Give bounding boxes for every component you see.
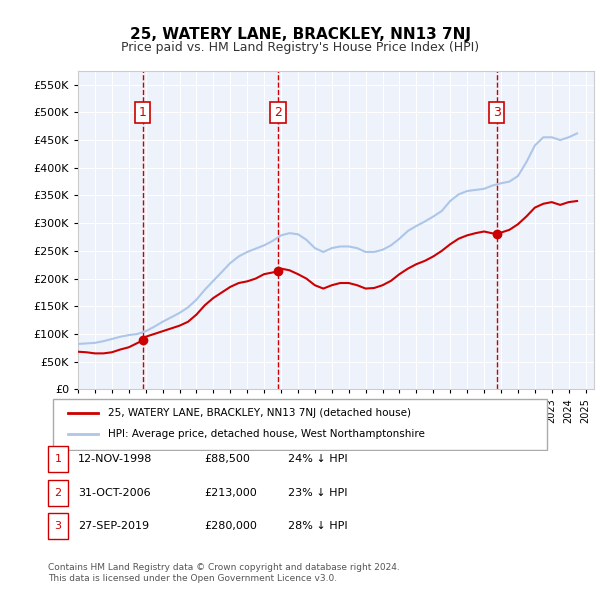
Text: 27-SEP-2019: 27-SEP-2019 [78,522,149,531]
Text: 25, WATERY LANE, BRACKLEY, NN13 7NJ: 25, WATERY LANE, BRACKLEY, NN13 7NJ [130,27,470,41]
Text: 28% ↓ HPI: 28% ↓ HPI [288,522,347,531]
Text: £213,000: £213,000 [204,488,257,497]
Text: 24% ↓ HPI: 24% ↓ HPI [288,454,347,464]
Text: Price paid vs. HM Land Registry's House Price Index (HPI): Price paid vs. HM Land Registry's House … [121,41,479,54]
Text: 12-NOV-1998: 12-NOV-1998 [78,454,152,464]
Text: 31-OCT-2006: 31-OCT-2006 [78,488,151,497]
Text: 2: 2 [55,488,61,497]
FancyBboxPatch shape [53,399,547,450]
Text: Contains HM Land Registry data © Crown copyright and database right 2024.
This d: Contains HM Land Registry data © Crown c… [48,563,400,583]
Text: 3: 3 [493,106,500,119]
Text: 3: 3 [55,522,61,531]
Text: 1: 1 [55,454,61,464]
Text: £88,500: £88,500 [204,454,250,464]
Text: 23% ↓ HPI: 23% ↓ HPI [288,488,347,497]
Text: 25, WATERY LANE, BRACKLEY, NN13 7NJ (detached house): 25, WATERY LANE, BRACKLEY, NN13 7NJ (det… [109,408,412,418]
Text: 2: 2 [274,106,282,119]
Text: £280,000: £280,000 [204,522,257,531]
Text: HPI: Average price, detached house, West Northamptonshire: HPI: Average price, detached house, West… [109,430,425,440]
Text: 1: 1 [139,106,147,119]
